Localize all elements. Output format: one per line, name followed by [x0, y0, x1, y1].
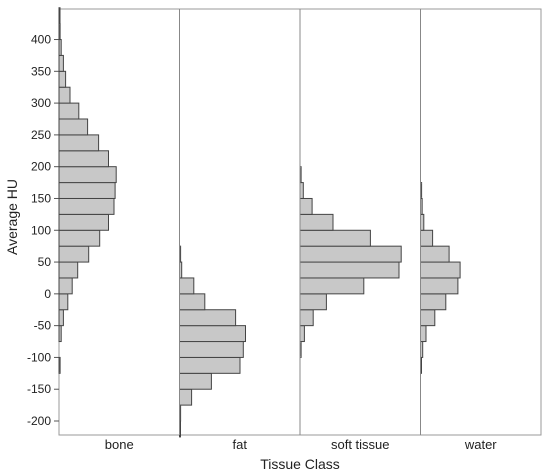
histogram-bar — [179, 309, 237, 327]
panel-dividers — [179, 9, 421, 435]
histogram-bar — [58, 7, 61, 25]
panel-soft-tissue — [299, 166, 402, 358]
histogram-bar — [299, 325, 305, 343]
y-tick-label: 400 — [31, 33, 51, 47]
histogram-bar — [420, 309, 436, 327]
category-label: bone — [105, 437, 134, 452]
histogram-bar — [58, 197, 115, 215]
panel-water — [420, 182, 461, 374]
histogram-bar — [58, 70, 67, 88]
histogram-panels — [58, 7, 461, 438]
y-tick-label: 100 — [31, 223, 51, 237]
category-label: water — [464, 437, 497, 452]
histogram-bar — [420, 325, 427, 343]
histogram-bar — [58, 229, 101, 247]
y-tick-label: 50 — [38, 255, 52, 269]
histogram-bar — [58, 134, 100, 152]
histogram-bar — [420, 261, 461, 279]
histogram-bar — [299, 309, 314, 327]
histogram-bar — [179, 388, 193, 406]
histogram-bar — [58, 150, 109, 168]
y-tick-label: 200 — [31, 160, 51, 174]
y-tick-label: -150 — [27, 382, 51, 396]
histogram-bar — [58, 23, 61, 41]
y-axis-title: Average HU — [4, 179, 20, 255]
histogram-bar — [58, 39, 62, 56]
panel-bone — [58, 7, 117, 374]
y-tick-label: -200 — [27, 414, 51, 428]
category-label: fat — [233, 437, 248, 452]
histogram-bar — [58, 356, 61, 374]
y-axis: -200 -150 -100 -50 0 50 100 150 200 250 300 350 400 — [27, 33, 59, 428]
histogram-bar — [58, 213, 109, 231]
histogram-bar — [299, 261, 400, 279]
histogram-bar — [179, 372, 212, 390]
histogram-bar — [179, 341, 244, 358]
y-tick-label: 250 — [31, 128, 51, 142]
histogram-bar — [58, 245, 90, 263]
histogram-bar — [58, 325, 62, 343]
x-axis-title: Tissue Class — [260, 456, 340, 472]
histogram-bar — [299, 213, 334, 231]
histogram-bar — [58, 277, 73, 295]
histogram-bar — [299, 229, 371, 247]
y-tick-label: -50 — [34, 319, 52, 333]
histogram-bar — [58, 86, 71, 104]
histogram-bar — [179, 325, 246, 343]
panel-fat — [179, 245, 246, 438]
histogram-bar — [420, 245, 450, 263]
histogram-bar — [58, 293, 69, 311]
histogram-bar — [420, 277, 459, 295]
histogram-bar — [420, 229, 434, 247]
histogram-bar — [58, 118, 89, 136]
histogram-bar — [179, 356, 241, 374]
histogram-bar — [299, 293, 327, 311]
histogram-bar — [420, 293, 447, 311]
y-tick-label: 350 — [31, 64, 51, 78]
y-tick-label: 150 — [31, 191, 51, 205]
histogram-bar — [58, 261, 79, 279]
histogram-bar — [179, 293, 206, 311]
histogram-bar — [299, 197, 313, 215]
histogram-bar — [58, 166, 117, 184]
y-tick-label: 0 — [44, 287, 51, 301]
histogram-bar — [58, 309, 64, 327]
histogram-bar — [299, 245, 402, 263]
y-tick-label: -100 — [27, 350, 51, 364]
histogram-bar — [58, 182, 116, 199]
histogram-bar — [58, 102, 80, 120]
histogram-bar — [179, 277, 195, 295]
histogram-bar — [299, 277, 365, 295]
x-axis: bone fat soft tissue water — [105, 437, 498, 452]
histogram-bar — [58, 54, 64, 72]
category-label: soft tissue — [331, 437, 390, 452]
y-tick-label: 300 — [31, 96, 51, 110]
